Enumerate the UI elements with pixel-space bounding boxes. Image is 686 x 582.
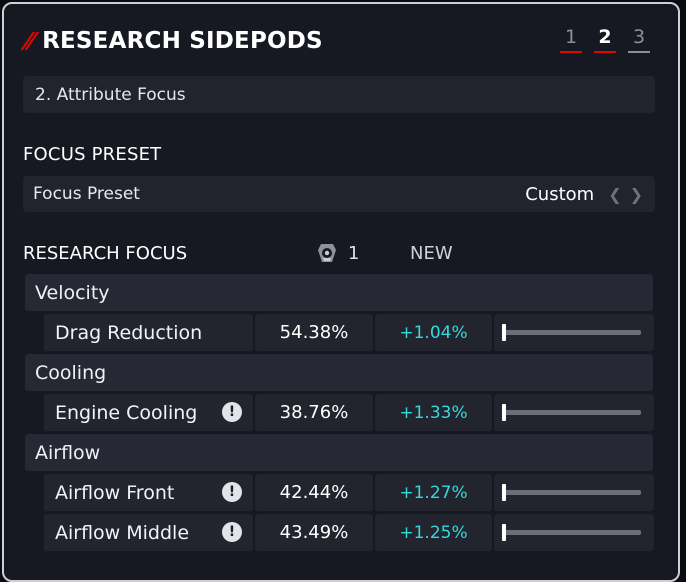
focus-preset-heading: FOCUS PRESET [23, 144, 162, 165]
allocation-slider[interactable] [494, 314, 654, 351]
attribute-name: Airflow Front [55, 481, 175, 504]
attribute-name-cell: Drag Reduction [44, 314, 253, 351]
warning-icon[interactable]: ! [222, 482, 242, 502]
panel-header: // RESEARCH SIDEPODS [21, 26, 323, 56]
slider-track[interactable] [502, 484, 641, 501]
attribute-name-cell: Airflow Middle ! [44, 514, 253, 551]
allocation-slider[interactable] [494, 474, 654, 511]
category-airflow: Airflow [25, 434, 653, 471]
attribute-name: Engine Cooling [55, 401, 198, 424]
research-focus-header: RESEARCH FOCUS 1 NEW [23, 241, 655, 265]
slider-handle[interactable] [502, 484, 506, 501]
focus-preset-label: Focus Preset [33, 184, 140, 204]
table-row: Airflow Middle ! 43.49% +1.25% [44, 514, 654, 551]
chevron-right-icon[interactable]: ❯ [629, 184, 643, 204]
slider-track[interactable] [502, 324, 641, 341]
research-focus-heading: RESEARCH FOCUS [23, 243, 188, 264]
category-cooling: Cooling [25, 354, 653, 391]
table-row: Drag Reduction 54.38% +1.04% [44, 314, 654, 351]
page-title: RESEARCH SIDEPODS [42, 28, 323, 54]
category-label: Airflow [35, 441, 101, 464]
step-1-tab[interactable]: 1 [560, 26, 582, 53]
slider-handle[interactable] [502, 404, 506, 421]
focus-preset-value: Custom [525, 183, 595, 205]
warning-icon[interactable]: ! [222, 402, 242, 422]
attribute-value: 54.38% [255, 314, 373, 351]
step-3-tab[interactable]: 3 [628, 26, 650, 53]
step-indicator: 1 2 3 [560, 26, 650, 53]
research-level-value: 1 [348, 243, 360, 264]
attribute-value: 38.76% [255, 394, 373, 431]
focus-preset-selector[interactable]: Focus Preset Custom ❮ ❯ [23, 176, 655, 212]
attribute-focus-bar: 2. Attribute Focus [23, 76, 655, 113]
slider-track[interactable] [502, 404, 641, 421]
warning-icon[interactable]: ! [222, 522, 242, 542]
table-row: Airflow Front ! 42.44% +1.27% [44, 474, 654, 511]
table-row: Engine Cooling ! 38.76% +1.33% [44, 394, 654, 431]
slash-logo-icon: // [21, 28, 35, 54]
allocation-slider[interactable] [494, 394, 654, 431]
research-level-icon [318, 244, 336, 262]
category-velocity: Velocity [25, 274, 653, 311]
attribute-new-value: +1.27% [375, 474, 492, 511]
attribute-new-value: +1.25% [375, 514, 492, 551]
attribute-new-value: +1.33% [375, 394, 492, 431]
attribute-focus-label: 2. Attribute Focus [35, 84, 186, 105]
category-label: Cooling [35, 361, 107, 384]
slider-handle[interactable] [502, 324, 506, 341]
slider-handle[interactable] [502, 524, 506, 541]
attribute-value: 42.44% [255, 474, 373, 511]
attribute-name: Airflow Middle [55, 521, 190, 544]
allocation-slider[interactable] [494, 514, 654, 551]
chevron-left-icon[interactable]: ❮ [608, 184, 622, 204]
slider-track[interactable] [502, 524, 641, 541]
attribute-value: 43.49% [255, 514, 373, 551]
attribute-new-value: +1.04% [375, 314, 492, 351]
attribute-name-cell: Airflow Front ! [44, 474, 253, 511]
attribute-name-cell: Engine Cooling ! [44, 394, 253, 431]
new-column-heading: NEW [410, 243, 453, 264]
category-label: Velocity [35, 281, 110, 304]
attribute-name: Drag Reduction [55, 321, 203, 344]
step-2-tab[interactable]: 2 [594, 26, 616, 53]
